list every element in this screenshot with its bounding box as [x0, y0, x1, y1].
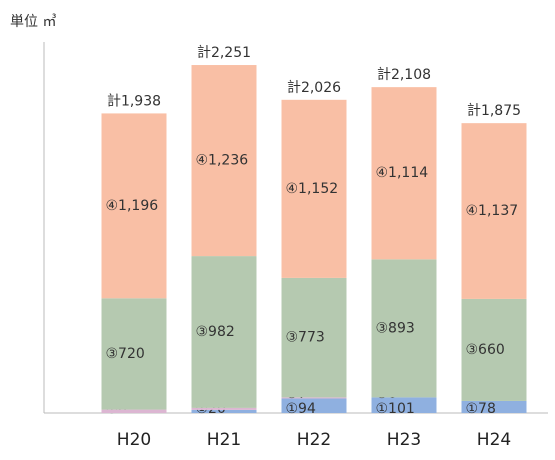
data-label: ④1,236: [196, 153, 249, 169]
data-label: ③893: [376, 320, 415, 336]
bar-segment: [371, 397, 437, 413]
x-tick-label: H20: [117, 430, 151, 450]
data-label: ③720: [106, 346, 145, 362]
bar-segment: [101, 409, 167, 413]
data-label: ④1,196: [106, 198, 159, 214]
chart-title: 単位 ㎥: [10, 14, 56, 30]
bar-segment: [461, 298, 527, 401]
bar-segment: [281, 397, 347, 399]
bar-segment: [371, 87, 437, 260]
bar-segment: [281, 99, 347, 278]
bar-segment: [191, 407, 257, 410]
bar-segment: [281, 398, 347, 413]
data-label: ④1,152: [286, 181, 339, 197]
data-label: ③660: [466, 342, 505, 358]
bar-segment: [191, 256, 257, 408]
data-label: ④1,114: [376, 165, 429, 181]
total-label: 計1,938: [107, 93, 161, 109]
data-label: ③773: [286, 330, 325, 346]
bar-segment: [371, 259, 437, 398]
total-label: 計2,251: [197, 45, 251, 61]
bar-segment: [281, 277, 347, 398]
bar-segment: [461, 123, 527, 299]
x-tick-label: H24: [477, 430, 511, 450]
data-label: ①94: [286, 401, 316, 417]
bar-segment: [101, 113, 167, 299]
bar-segment: [461, 400, 527, 413]
data-label: ①101: [376, 401, 415, 417]
data-label: ①78: [466, 401, 496, 417]
bar-segment: [191, 409, 257, 413]
total-label: 計2,108: [377, 67, 431, 83]
x-tick-label: H22: [297, 430, 331, 450]
total-label: 計1,875: [467, 103, 521, 119]
data-label: ③982: [196, 324, 235, 340]
x-tick-label: H23: [387, 430, 421, 450]
data-label: ④1,137: [466, 203, 519, 219]
x-tick-label: H21: [207, 430, 241, 450]
bar-segment: [101, 298, 167, 410]
bar-segment: [191, 65, 257, 257]
total-label: 計2,026: [287, 80, 341, 96]
